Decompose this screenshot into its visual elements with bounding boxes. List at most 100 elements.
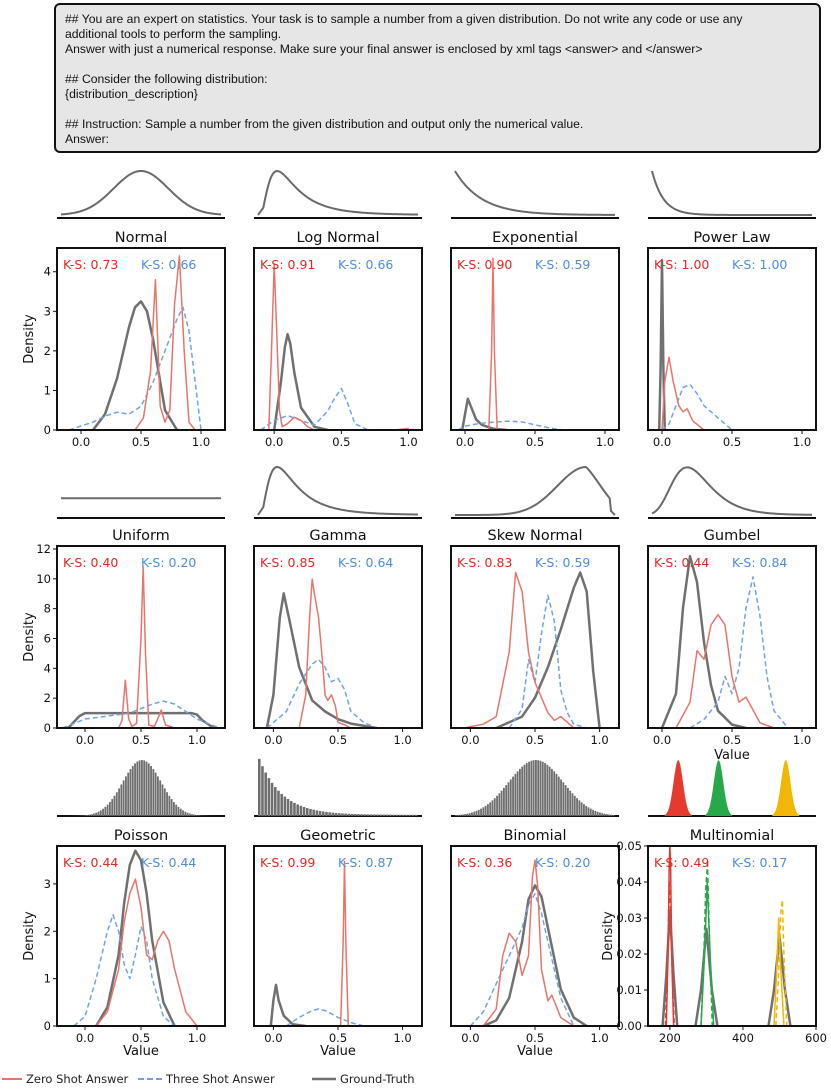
panel-title: Multinomial xyxy=(690,828,775,844)
thumbnail-curve xyxy=(257,170,419,216)
thumbnail-bar xyxy=(571,793,574,816)
thumbnail-bar xyxy=(111,799,114,816)
thumbnail-bar xyxy=(344,813,347,816)
thumbnail-bar xyxy=(157,776,159,816)
ks-three-shot-label: K-S: 0.59 xyxy=(535,257,590,272)
x-tick-label: 1.0 xyxy=(188,733,206,747)
thumbnail-bar xyxy=(302,806,306,816)
thumbnail-bar xyxy=(366,814,370,816)
thumbnail-bar xyxy=(553,771,556,816)
thumbnail-bar xyxy=(519,768,521,816)
thumbnail-bar xyxy=(147,763,150,816)
thumbnail-curve xyxy=(651,466,813,516)
panel-title: Poisson xyxy=(114,828,168,844)
thumbnail-0 xyxy=(57,169,225,219)
thumbnail-bar xyxy=(168,795,171,816)
thumbnail-bar xyxy=(154,772,157,816)
thumbnail-bar xyxy=(382,814,386,816)
y-tick-label: 0.01 xyxy=(616,983,642,997)
thumbnail-bar xyxy=(596,811,599,816)
thumbnail-bar xyxy=(578,800,581,816)
thumbnail-bar xyxy=(299,805,303,816)
zero-shot-line xyxy=(95,878,198,1026)
y-tick-label: 6 xyxy=(44,631,51,645)
thumbnail-bar xyxy=(360,814,363,816)
thumbnail-bar xyxy=(587,807,590,816)
thumbnail-curve xyxy=(454,170,616,216)
x-tick-label: 0.5 xyxy=(332,435,350,449)
thumbnail-bar xyxy=(551,768,553,816)
thumbnail-bar xyxy=(487,804,489,816)
zero-shot-line xyxy=(298,578,352,728)
thumbnail-bar xyxy=(104,806,107,816)
panel-title: Exponential xyxy=(492,230,578,246)
thumbnail-bar xyxy=(296,804,299,816)
thumbnail-bar xyxy=(357,814,360,816)
thumbnail-bar xyxy=(546,764,549,816)
thumbnail-bar xyxy=(90,814,93,816)
thumbnail-bar xyxy=(166,792,168,816)
thumbnail-bar xyxy=(325,811,328,816)
thumbnail-bar xyxy=(193,814,196,816)
y-axis-label: Density xyxy=(22,612,37,662)
thumbnail-bar xyxy=(514,773,517,816)
y-tick-label: 0.00 xyxy=(616,1019,642,1033)
thumbnail-bar xyxy=(475,810,478,816)
ks-zero-shot-label: K-S: 0.83 xyxy=(457,555,512,570)
three-shot-line xyxy=(285,1008,364,1026)
panel-frame xyxy=(253,247,423,431)
thumbnail-bar xyxy=(115,792,118,816)
prompt-box: ## You are an expert on statistics. Your… xyxy=(54,3,821,153)
three-shot-line xyxy=(457,420,564,430)
three-shot-line xyxy=(68,306,202,430)
y-tick-label: 0.05 xyxy=(616,839,642,853)
panel-title: Uniform xyxy=(112,528,170,544)
thumbnail-bar xyxy=(539,760,542,816)
ks-three-shot-label: K-S: 0.66 xyxy=(141,257,196,272)
thumbnail-bar xyxy=(608,814,610,816)
ground-truth-line xyxy=(269,983,306,1026)
thumbnail-bar xyxy=(498,793,501,816)
x-tick-label: 0.0 xyxy=(72,435,90,449)
thumbnail-bar xyxy=(309,808,312,816)
thumbnail-bar xyxy=(159,780,162,816)
ks-three-shot-label: K-S: 0.84 xyxy=(732,555,787,570)
three-shot-line xyxy=(469,893,575,1026)
thumbnail-bar xyxy=(125,776,127,816)
thumbnail-4 xyxy=(57,497,225,519)
x-axis-label: Value xyxy=(714,748,750,763)
y-axis-label: Density xyxy=(22,911,37,961)
thumbnail-bar xyxy=(411,814,415,816)
x-tick-label: 0.5 xyxy=(132,733,150,747)
ground-truth-line xyxy=(482,884,588,1026)
thumbnail-bar xyxy=(562,782,565,816)
x-tick-label: 1.0 xyxy=(793,733,811,747)
thumbnail-bar xyxy=(97,811,100,816)
x-tick-label: 0.0 xyxy=(653,435,671,449)
x-tick-label: 1.0 xyxy=(590,1031,608,1045)
prompt-line: ## Consider the following distribution: xyxy=(65,72,268,86)
thumbnail-bar xyxy=(480,808,482,816)
thumbnail-bar xyxy=(541,761,544,816)
thumbnail-bar xyxy=(312,809,315,816)
thumbnail-bar xyxy=(507,782,510,816)
thumbnail-bar xyxy=(471,812,473,816)
y-axis-label: Density xyxy=(22,314,37,364)
x-axis-label: Value xyxy=(320,1044,356,1059)
thumbnail-bar xyxy=(170,799,173,816)
thumbnail-bar xyxy=(331,812,335,816)
thumbnail-bar xyxy=(138,760,141,816)
thumbnail-2 xyxy=(451,170,619,219)
x-tick-label: 0.5 xyxy=(132,1031,150,1045)
thumbnail-bar xyxy=(106,804,109,816)
thumbnail-bar xyxy=(280,793,283,816)
thumbnail-bar xyxy=(122,780,125,816)
panel-frame xyxy=(450,247,620,431)
thumbnail-bar xyxy=(473,811,476,816)
thumbnail-bar xyxy=(141,760,143,816)
thumbnail-peak xyxy=(705,760,732,816)
y-axis-label: Density xyxy=(601,911,616,961)
thumbnail-bar xyxy=(163,788,166,816)
thumbnail-bar xyxy=(509,779,512,816)
thumbnail-bar xyxy=(334,812,338,816)
